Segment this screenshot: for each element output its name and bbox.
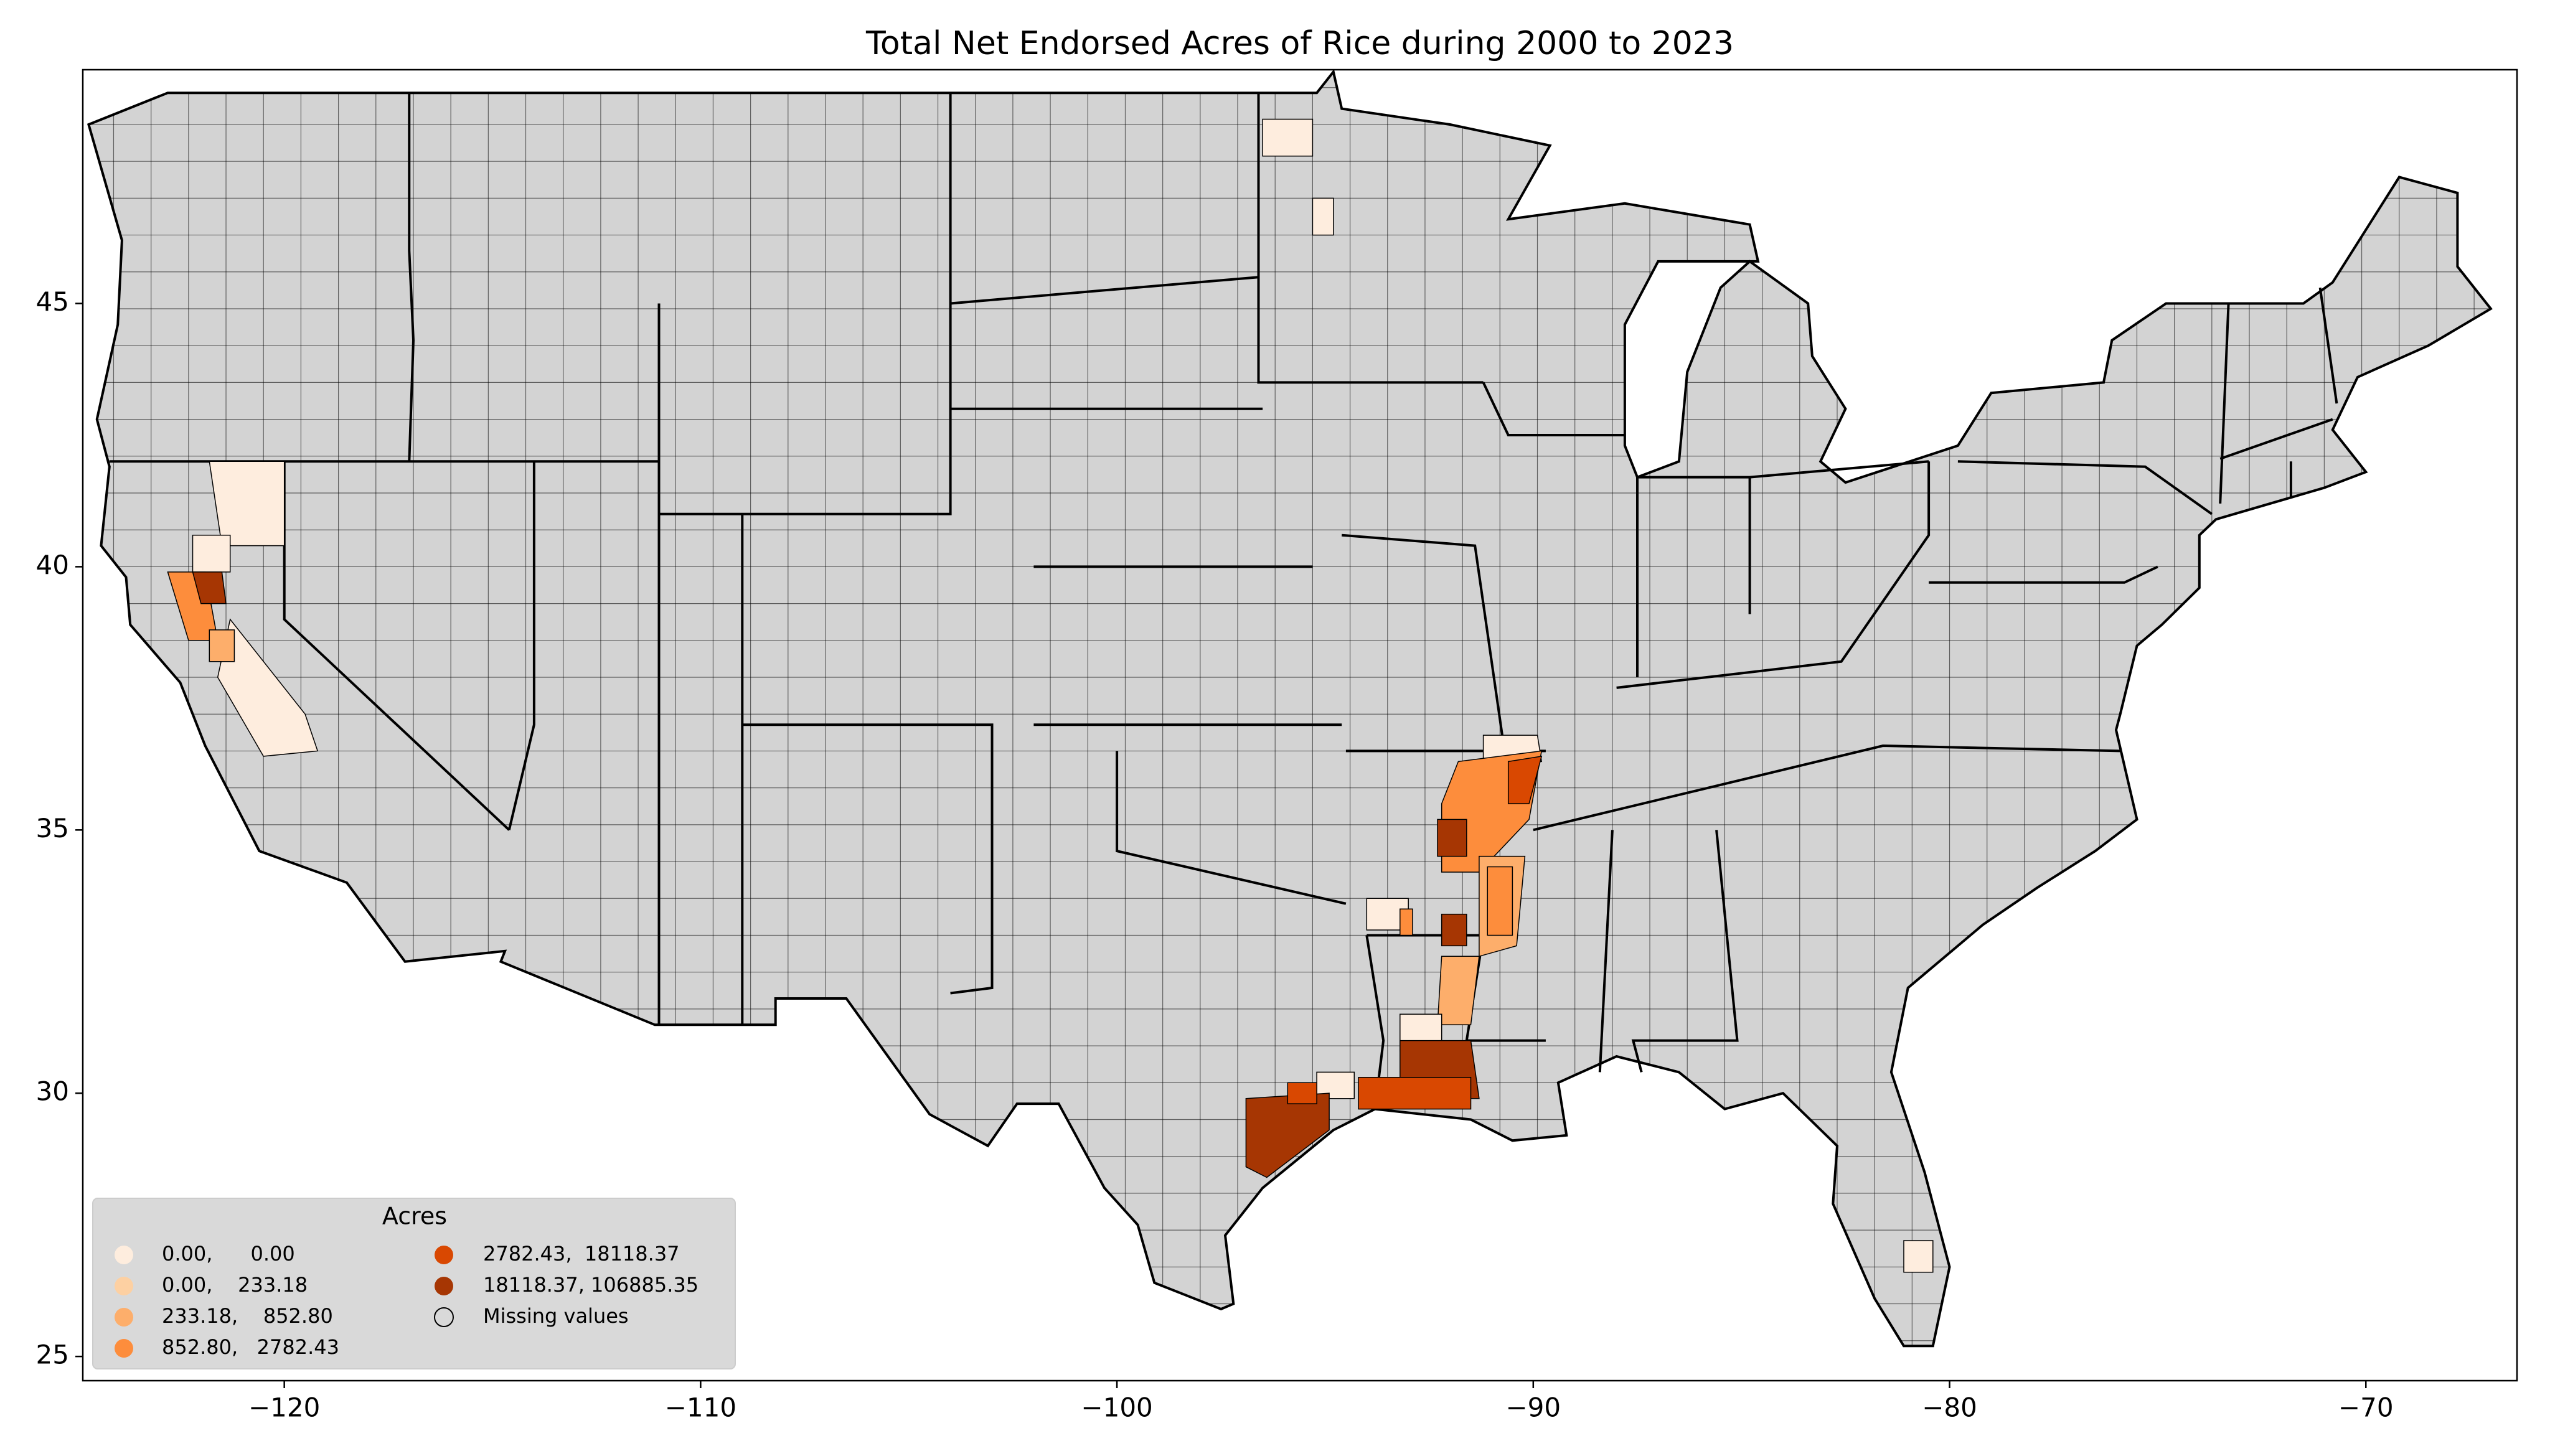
rice-county	[1262, 118, 1314, 157]
legend-marker	[435, 1277, 453, 1295]
state-border	[1257, 93, 1484, 384]
legend-marker	[115, 1246, 133, 1264]
legend-marker	[434, 1307, 454, 1327]
legend-label: 852.80, 2782.43	[162, 1335, 339, 1359]
state-border	[1616, 461, 1931, 689]
x-tick-label: −90	[1505, 1393, 1561, 1423]
legend-label: 18118.37, 106885.35	[483, 1273, 699, 1297]
legend-label: 0.00, 0.00	[162, 1242, 295, 1266]
legend-marker	[115, 1277, 133, 1295]
state-border	[1482, 382, 1625, 436]
rice-county	[217, 618, 319, 757]
state-border	[1631, 830, 1739, 1073]
y-tick-label: 25	[36, 1340, 69, 1370]
chart-title: Total Net Endorsed Acres of Rice during …	[865, 25, 1734, 62]
rice-county	[209, 629, 235, 662]
state-border	[2219, 303, 2230, 504]
state-border	[742, 723, 994, 995]
legend-marker	[115, 1308, 133, 1327]
y-tick-label: 30	[36, 1076, 69, 1107]
rice-county	[192, 534, 231, 573]
rice-county	[1507, 755, 1543, 804]
legend-marker	[435, 1246, 453, 1264]
us-land	[87, 68, 2493, 1348]
rice-county	[192, 571, 227, 604]
x-tick-label: −100	[1081, 1393, 1152, 1423]
y-tick-label: 40	[36, 550, 69, 580]
legend-label: 2782.43, 18118.37	[483, 1242, 680, 1266]
state-border	[109, 93, 952, 515]
state-border	[1116, 751, 1347, 905]
rice-county	[1437, 819, 1467, 857]
rice-county	[1400, 908, 1413, 936]
legend-box	[92, 1198, 736, 1369]
state-border	[507, 461, 535, 830]
rice-county	[209, 461, 285, 547]
legend-marker	[115, 1339, 133, 1358]
x-tick-label: −110	[665, 1393, 736, 1423]
state-border	[1533, 744, 2120, 832]
rice-county	[1487, 866, 1513, 936]
state-border	[1598, 830, 1614, 1073]
state-border	[1957, 460, 2213, 515]
x-tick-label: −80	[1922, 1393, 1977, 1423]
x-tick-label: −70	[2338, 1393, 2394, 1423]
axes-frame	[82, 68, 2518, 1382]
y-tick-label: 35	[36, 813, 69, 843]
state-border	[408, 93, 415, 462]
rice-county	[1437, 956, 1480, 1026]
rice-counties	[167, 118, 1934, 1273]
rice-county	[1903, 1240, 1934, 1273]
y-tick-label: 45	[36, 286, 69, 317]
state-border	[1929, 565, 2158, 584]
state-border	[2219, 418, 2333, 460]
rice-county	[1287, 1082, 1317, 1104]
legend-title: Acres	[382, 1203, 447, 1230]
legend-label: 0.00, 233.18	[162, 1273, 308, 1297]
rice-county	[1358, 1077, 1472, 1110]
x-tick-label: −120	[248, 1393, 320, 1423]
state-border	[1342, 533, 1510, 777]
legend-label: Missing values	[483, 1304, 629, 1328]
state-border	[950, 276, 1259, 305]
legend-label: 233.18, 852.80	[162, 1304, 333, 1328]
rice-county	[1312, 197, 1334, 236]
rice-county	[1441, 913, 1467, 947]
state-border	[2318, 287, 2338, 404]
